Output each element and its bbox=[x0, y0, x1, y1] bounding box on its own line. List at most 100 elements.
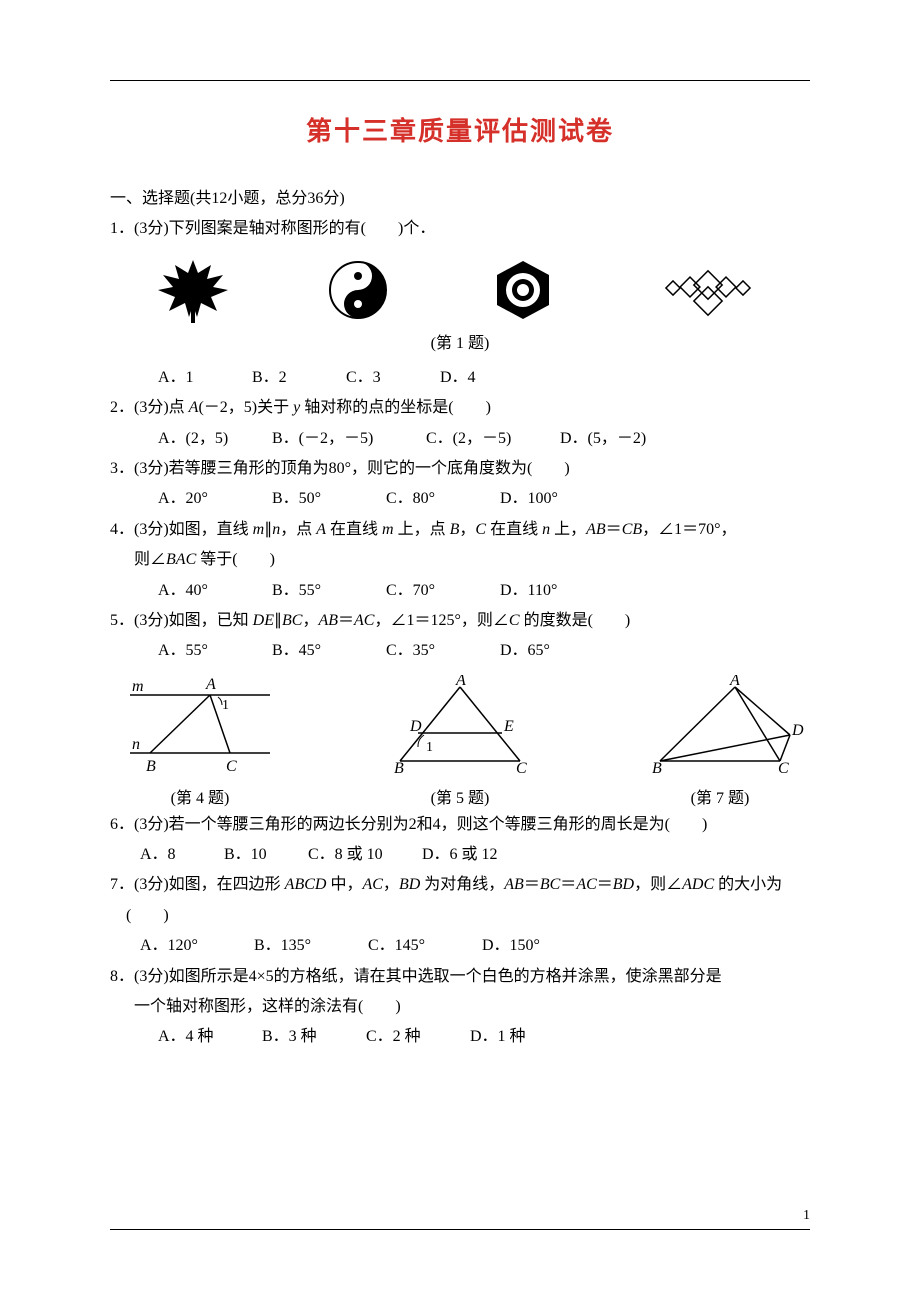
q7-bc: BC bbox=[540, 876, 560, 893]
q2-A: A bbox=[189, 399, 199, 416]
q4-bac: BAC bbox=[166, 551, 196, 568]
q1-options: A．1 B．2 C．3 D．4 bbox=[110, 363, 810, 393]
q6-optA: A．8 bbox=[140, 840, 220, 870]
q1-optC: C．3 bbox=[346, 363, 436, 393]
q2-optC: C．(2，－5) bbox=[426, 424, 556, 454]
q4-i: 等于( ) bbox=[196, 551, 275, 568]
q3-optC: C．80° bbox=[386, 484, 496, 514]
hexagon-circle-icon bbox=[483, 255, 563, 325]
question-7: 7．(3分)如图，在四边形 ABCD 中，AC，BD 为对角线，AB＝BC＝AC… bbox=[110, 870, 810, 931]
q7-b: 中， bbox=[326, 876, 362, 893]
q5-par: ∥ bbox=[274, 612, 282, 629]
bottom-rule bbox=[110, 1229, 810, 1230]
q3-optD: D．100° bbox=[500, 484, 610, 514]
q4-a: 4．(3分)如图，直线 bbox=[110, 521, 253, 538]
section-heading: 一、选择题(共12小题，总分36分) bbox=[110, 184, 810, 214]
q8-optA: A．4 种 bbox=[158, 1022, 258, 1052]
q1-stem: 1．(3分)下列图案是轴对称图形的有( )个． bbox=[110, 220, 435, 237]
q7-options: A．120° B．135° C．145° D．150° bbox=[110, 931, 810, 961]
q7-ab: AB bbox=[504, 876, 524, 893]
q8-b: 一个轴对称图形，这样的涂法有( ) bbox=[110, 998, 401, 1015]
q5-options: A．55° B．45° C．35° D．65° bbox=[110, 636, 810, 666]
page-number: 1 bbox=[803, 1208, 810, 1224]
q5-c: 的度数是( ) bbox=[520, 612, 631, 629]
q5-figure-icon: A D E 1 B C bbox=[370, 675, 550, 775]
q4-optB: B．55° bbox=[272, 576, 382, 606]
svg-text:C: C bbox=[226, 758, 237, 775]
q5-optC: C．35° bbox=[386, 636, 496, 666]
q4-h: 则∠ bbox=[110, 551, 166, 568]
q5-ac: AC bbox=[354, 612, 374, 629]
q4-options: A．40° B．55° C．70° D．110° bbox=[110, 576, 810, 606]
svg-text:B: B bbox=[146, 758, 156, 775]
q4-m2: m bbox=[382, 521, 394, 538]
question-6: 6．(3分)若一个等腰三角形的两边长分别为2和4，则这个等腰三角形的周长是为( … bbox=[110, 810, 810, 840]
q2-post: 轴对称的点的坐标是( ) bbox=[300, 399, 491, 416]
q3-optA: A．20° bbox=[158, 484, 268, 514]
q7-caption: (第 7 题) bbox=[630, 784, 810, 808]
q2-options: A．(2，5) B．(－2，－5) C．(2，－5) D．(5，－2) bbox=[110, 424, 810, 454]
svg-text:A: A bbox=[205, 676, 216, 693]
q6-optD: D．6 或 12 bbox=[422, 840, 532, 870]
svg-text:E: E bbox=[503, 718, 514, 735]
q5-C: C bbox=[509, 612, 520, 629]
q2-optD: D．(5，－2) bbox=[560, 424, 690, 454]
svg-text:D: D bbox=[791, 722, 804, 739]
maple-leaf-icon bbox=[153, 255, 233, 325]
q5-optB: B．45° bbox=[272, 636, 382, 666]
q7-paren: ( ) bbox=[110, 907, 169, 924]
q7-c1: ， bbox=[383, 876, 399, 893]
q7-d: ，则∠ bbox=[634, 876, 682, 893]
q4-g: ，∠1＝70°， bbox=[642, 521, 736, 538]
svg-text:n: n bbox=[132, 736, 140, 753]
question-1: 1．(3分)下列图案是轴对称图形的有( )个． bbox=[110, 214, 810, 244]
triangle-figure-row: m A 1 n B C (第 4 题) A D E 1 B bbox=[110, 675, 810, 808]
q4-e: 在直线 bbox=[486, 521, 542, 538]
q4-optC: C．70° bbox=[386, 576, 496, 606]
q8-a: 8．(3分)如图所示是4×5的方格纸，请在其中选取一个白色的方格并涂黑，使涂黑部… bbox=[110, 968, 722, 985]
q4-optD: D．110° bbox=[500, 576, 610, 606]
svg-text:C: C bbox=[516, 760, 527, 775]
q1-figure-row bbox=[110, 255, 810, 325]
q1-optB: B．2 bbox=[252, 363, 342, 393]
q8-optB: B．3 种 bbox=[262, 1022, 362, 1052]
q7-figure-icon: A D B C bbox=[630, 675, 810, 775]
q6-optC: C．8 或 10 bbox=[308, 840, 418, 870]
q5-a: 5．(3分)如图，已知 bbox=[110, 612, 253, 629]
q7-ac: AC bbox=[362, 876, 382, 893]
page-title: 第十三章质量评估测试卷 bbox=[110, 111, 810, 148]
q5-optD: D．65° bbox=[500, 636, 610, 666]
question-3: 3．(3分)若等腰三角形的顶角为80°，则它的一个底角度数为( ) bbox=[110, 454, 810, 484]
q7-c: 为对角线， bbox=[420, 876, 504, 893]
q4-comma: ， bbox=[459, 521, 475, 538]
svg-text:A: A bbox=[729, 675, 740, 689]
page: 第十三章质量评估测试卷 一、选择题(共12小题，总分36分) 1．(3分)下列图… bbox=[0, 0, 920, 1302]
question-2: 2．(3分)点 A(－2，5)关于 y 轴对称的点的坐标是( ) bbox=[110, 393, 810, 423]
q7-eq3: ＝ bbox=[597, 876, 613, 893]
q8-optD: D．1 种 bbox=[470, 1022, 570, 1052]
q5-ab: AB bbox=[318, 612, 338, 629]
q4-ab: AB bbox=[586, 521, 606, 538]
svg-text:1: 1 bbox=[222, 698, 229, 713]
q7-optC: C．145° bbox=[368, 931, 478, 961]
q2-coord: (－2，5)关于 bbox=[198, 399, 293, 416]
q4-C: C bbox=[475, 521, 486, 538]
question-5: 5．(3分)如图，已知 DE∥BC，AB＝AC，∠1＝125°，则∠C 的度数是… bbox=[110, 606, 810, 636]
q5-b: ，∠1＝125°，则∠ bbox=[374, 612, 508, 629]
svg-text:B: B bbox=[652, 760, 662, 775]
q7-a: 7．(3分)如图，在四边形 bbox=[110, 876, 285, 893]
top-rule bbox=[110, 80, 810, 81]
svg-text:m: m bbox=[132, 678, 144, 695]
q1-optD: D．4 bbox=[440, 363, 530, 393]
question-8: 8．(3分)如图所示是4×5的方格纸，请在其中选取一个白色的方格并涂黑，使涂黑部… bbox=[110, 962, 810, 1023]
q3-options: A．20° B．50° C．80° D．100° bbox=[110, 484, 810, 514]
q8-optC: C．2 种 bbox=[366, 1022, 466, 1052]
q5-eq: ＝ bbox=[338, 612, 354, 629]
q6-optB: B．10 bbox=[224, 840, 304, 870]
question-4: 4．(3分)如图，直线 m∥n，点 A 在直线 m 上，点 B，C 在直线 n … bbox=[110, 515, 810, 576]
q4-m: m bbox=[253, 521, 265, 538]
q4-optA: A．40° bbox=[158, 576, 268, 606]
q4-figure-icon: m A 1 n B C bbox=[110, 675, 290, 775]
q8-options: A．4 种 B．3 种 C．2 种 D．1 种 bbox=[110, 1022, 810, 1052]
q5-c1: ， bbox=[302, 612, 318, 629]
